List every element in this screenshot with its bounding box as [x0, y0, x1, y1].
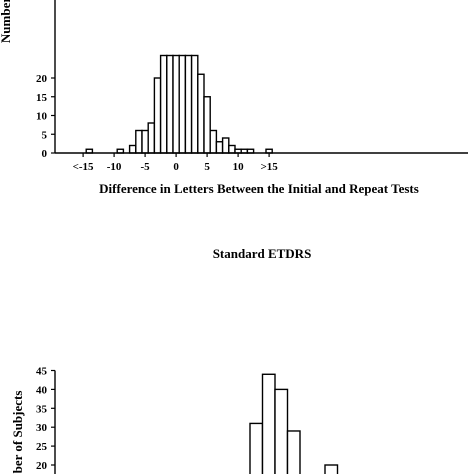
top-x-axis-label: Difference in Letters Between the Initia…	[99, 181, 419, 196]
top-bar	[209, 129, 218, 154]
bottom-histogram: Standard ETDRS 20 25 30 35 40 45 ber of Subje…	[10, 246, 339, 474]
top-y-tick-label: 20	[36, 73, 48, 85]
top-bar	[190, 54, 199, 154]
top-bar	[166, 54, 174, 154]
top-x-tick-label: 0	[173, 161, 179, 173]
top-y-tick-label: 5	[42, 129, 48, 141]
top-axes-group	[54, 0, 468, 154]
top-x-tick-label: 10	[233, 161, 245, 173]
bottom-bar	[324, 464, 339, 474]
top-bar	[197, 73, 205, 154]
top-bar	[135, 129, 143, 154]
bottom-y-tick-label: 25	[36, 441, 48, 453]
top-bar	[159, 54, 168, 154]
top-bar	[221, 137, 230, 154]
bottom-bar	[274, 388, 289, 474]
top-bar	[153, 77, 162, 154]
bottom-bars-group	[249, 373, 339, 474]
top-bar	[178, 54, 187, 154]
top-x-tick-label: >15	[260, 161, 278, 173]
top-bar	[228, 144, 236, 154]
bottom-bar	[249, 422, 264, 474]
top-bar	[141, 129, 149, 154]
top-x-tick-label: 5	[204, 161, 210, 173]
top-bar	[215, 141, 224, 154]
top-x-tick-label: -5	[141, 161, 151, 173]
bottom-y-tick-label: 20	[36, 460, 48, 472]
bottom-y-ticks: 20 25 30 35 40 45	[36, 366, 55, 472]
bottom-chart-title: Standard ETDRS	[213, 246, 312, 261]
bottom-y-axis-label: ber of Subjects	[10, 391, 25, 474]
top-x-ticks: <-15 -10 -5 0 5 10 >15	[73, 153, 278, 173]
bottom-bar	[286, 430, 301, 474]
top-bar	[184, 54, 193, 154]
top-y-tick-label: 10	[36, 111, 48, 123]
bottom-y-tick-label: 45	[36, 366, 48, 378]
top-y-tick-label: 15	[36, 92, 48, 104]
top-y-ticks: 0 5 10 15 20	[36, 73, 55, 160]
bottom-y-tick-label: 30	[36, 422, 48, 434]
top-bars-group	[85, 54, 273, 154]
top-x-tick-label: <-15	[73, 161, 94, 173]
top-bar	[147, 122, 156, 154]
bottom-bar	[261, 373, 276, 474]
top-bar	[128, 144, 137, 154]
top-y-tick-label: 0	[42, 148, 48, 160]
top-bar	[203, 96, 211, 154]
top-histogram: 0 5 10 15 20 <-15 -10 -5 0 5 10 >15 Number Differe…	[0, 0, 468, 196]
top-bar	[172, 54, 180, 154]
top-y-axis-label: Number	[0, 0, 13, 43]
top-x-tick-label: -10	[107, 161, 122, 173]
bottom-y-tick-label: 40	[36, 384, 48, 396]
bottom-y-tick-label: 35	[36, 403, 48, 415]
